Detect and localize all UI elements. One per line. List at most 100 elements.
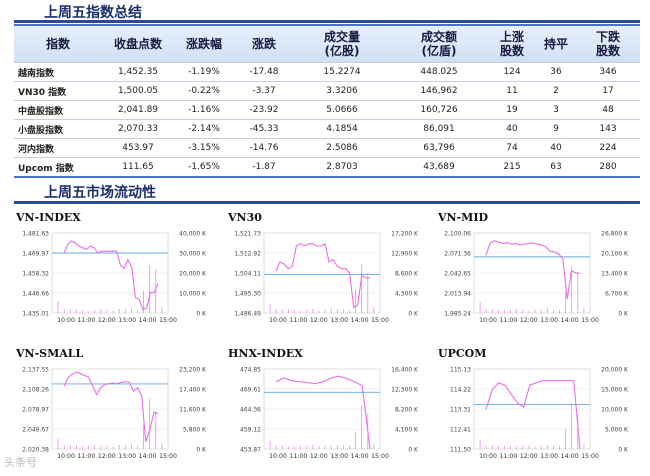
y2-tick-label: 12,900 K xyxy=(391,251,419,258)
down-count-cell: 17 xyxy=(576,81,640,101)
chart-svg: 474.85 469.61 464.36 459.12 453.87 16,400 K 12… xyxy=(240,367,419,461)
x-tick-label: 10:00 xyxy=(57,317,75,324)
summary-body: 越南指数 1,452.35 -1.19% -17.48 15.2274 448.025 12… xyxy=(14,62,640,178)
x-tick-label: 13:00 xyxy=(118,453,136,460)
x-tick-label: 11:00 xyxy=(289,317,307,324)
pct-cell: -2.14% xyxy=(174,119,234,139)
y-tick-label: 1,495.30 xyxy=(234,291,261,298)
x-tick-label: 11:00 xyxy=(499,453,517,460)
price-line xyxy=(275,375,371,449)
flat-count-cell: 40 xyxy=(536,138,576,158)
summary-header-row: 指数 收盘点数 涨跌幅 涨跌 成交量 (亿股) 成交额 (亿盾) 上涨 股数 持… xyxy=(14,24,640,63)
header-cell: 下跌 股数 xyxy=(576,24,640,63)
x-tick-label: 11:00 xyxy=(289,453,307,460)
chart-title: VN-SMALL xyxy=(16,347,84,360)
y-tick-label: 1,985.24 xyxy=(444,311,471,318)
up-count-cell: 74 xyxy=(488,138,536,158)
x-tick-label: 14:00 xyxy=(351,317,369,324)
summary-title: 上周五指数总结 xyxy=(44,5,142,21)
y-tick-label: 2,049.67 xyxy=(22,427,49,434)
y-tick-label: 112.41 xyxy=(450,427,471,434)
pct-cell: -0.22% xyxy=(174,81,234,101)
summary-row: 河内指数 453.97 -3.15% -14.76 2.5086 63,796 74 40 22… xyxy=(14,138,640,158)
chg-cell: -3.37 xyxy=(234,81,294,101)
x-tick-label: 12:00 xyxy=(310,317,328,324)
y-tick-label: 1,521.73 xyxy=(234,231,261,238)
y-tick-label: 115.13 xyxy=(450,367,471,374)
x-tick-label: 13:00 xyxy=(118,317,136,324)
y-tick-label: 2,137.55 xyxy=(22,367,49,374)
y-tick-label: 1,512.92 xyxy=(234,251,261,258)
y2-tick-label: 4,100 K xyxy=(395,427,419,434)
chart-vn30: VN30 1,521.73 1,512.92 1,504.11 1,495.30 1,4… xyxy=(228,211,433,326)
value-cell: 448.025 xyxy=(390,62,488,82)
x-tick-label: 10:00 xyxy=(269,453,287,460)
flat-count-cell: 9 xyxy=(536,119,576,139)
y-tick-label: 464.36 xyxy=(240,407,261,414)
x-tick-label: 14:00 xyxy=(351,453,369,460)
flat-count-cell: 63 xyxy=(536,157,576,178)
y2-tick-label: 16,400 K xyxy=(391,367,419,374)
y2-tick-label: 12,300 K xyxy=(391,387,419,394)
pct-cell: -1.65% xyxy=(174,157,234,178)
y2-tick-label: 8,600 K xyxy=(395,271,419,278)
price-line xyxy=(485,240,581,300)
liquidity-title: 上周五市场流动性 xyxy=(44,185,156,201)
price-line xyxy=(63,371,159,442)
y2-tick-label: 10,000 K xyxy=(179,291,207,298)
value-cell: 43,689 xyxy=(390,157,488,178)
chart-upcom: UPCOM 115.13 114.22 113.31 112.41 111.50 20,0… xyxy=(438,347,643,462)
y2-tick-label: 13,400 K xyxy=(601,271,629,278)
x-tick-label: 13:00 xyxy=(330,453,348,460)
chart-svg: 2,137.55 2,108.26 2,078.97 2,049.67 2,020.38… xyxy=(22,367,207,461)
y-tick-label: 1,486.49 xyxy=(234,311,261,318)
y-tick-label: 1,435.01 xyxy=(22,311,49,318)
x-tick-label: 12:00 xyxy=(98,317,116,324)
y-tick-label: 469.61 xyxy=(240,387,261,394)
chg-cell: -45.33 xyxy=(234,119,294,139)
y2-tick-label: 11,600 K xyxy=(179,407,207,414)
up-count-cell: 124 xyxy=(488,62,536,82)
y2-tick-label: 30,000 K xyxy=(179,251,207,258)
y2-tick-label: 0 K xyxy=(196,447,207,454)
x-tick-label: 14:00 xyxy=(561,453,579,460)
x-tick-label: 12:00 xyxy=(98,453,116,460)
header-cell: 收盘点数 xyxy=(102,24,174,63)
close-cell: 111.65 xyxy=(102,157,174,178)
flat-count-cell: 36 xyxy=(536,62,576,82)
pct-cell: -1.19% xyxy=(174,62,234,82)
chart-hnx-index: HNX-INDEX 474.85 469.61 464.36 459.12 453.87… xyxy=(228,347,433,462)
y-tick-label: 1,469.97 xyxy=(22,251,49,258)
chg-cell: -14.76 xyxy=(234,138,294,158)
x-tick-label: 14:00 xyxy=(139,453,157,460)
summary-row: 中盘股指数 2,041.89 -1.16% -23.92 5.0666 160,726 19… xyxy=(14,100,640,120)
y2-tick-label: 8,200 K xyxy=(395,407,419,414)
summary-table: 指数 收盘点数 涨跌幅 涨跌 成交量 (亿股) 成交额 (亿盾) 上涨 股数 持… xyxy=(14,24,640,178)
value-cell: 86,091 xyxy=(390,119,488,139)
close-cell: 2,070.33 xyxy=(102,119,174,139)
y-tick-label: 1,481.63 xyxy=(22,231,49,238)
volume-cell: 15.2274 xyxy=(294,62,390,82)
x-tick-label: 10:00 xyxy=(479,317,497,324)
pct-cell: -3.15% xyxy=(174,138,234,158)
x-tick-label: 11:00 xyxy=(77,317,95,324)
x-tick-label: 13:00 xyxy=(540,453,558,460)
index-name-cell: 中盘股指数 xyxy=(14,100,102,120)
index-name-cell: 越南指数 xyxy=(14,62,102,82)
y2-tick-label: 0 K xyxy=(618,447,629,454)
x-tick-label: 11:00 xyxy=(499,317,517,324)
x-tick-label: 15:00 xyxy=(581,453,599,460)
flat-count-cell: 3 xyxy=(536,100,576,120)
chart-vn-mid: VN-MID 2,100.06 2,071.36 2,042.65 2,013.94 1… xyxy=(438,211,643,326)
y-tick-label: 1,504.11 xyxy=(234,271,261,278)
y2-tick-label: 17,400 K xyxy=(179,387,207,394)
header-cell: 持平 xyxy=(536,24,576,63)
y-tick-label: 2,020.38 xyxy=(22,447,49,454)
chart-title: VN30 xyxy=(228,211,262,224)
y2-tick-label: 5,800 K xyxy=(183,427,207,434)
x-tick-label: 12:00 xyxy=(520,317,538,324)
down-count-cell: 280 xyxy=(576,157,640,178)
chart-svg: 2,100.06 2,071.36 2,042.65 2,013.94 1,985.24… xyxy=(444,231,629,325)
chart-title: UPCOM xyxy=(438,347,487,360)
chg-cell: -17.48 xyxy=(234,62,294,82)
